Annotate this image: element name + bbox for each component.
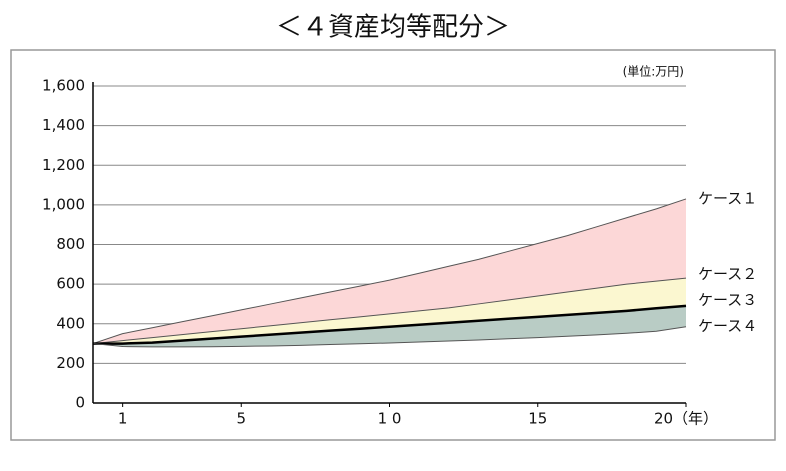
y-tick-label: 400 xyxy=(56,314,85,332)
band-fill xyxy=(93,278,686,344)
legend-label: ケース２ xyxy=(698,265,757,283)
band-fill xyxy=(93,198,686,344)
y-tick-label: 200 xyxy=(56,354,85,372)
series-line xyxy=(93,304,687,345)
y-tick-label: 1,200 xyxy=(42,156,85,174)
x-tick-label: 1 0 xyxy=(378,410,402,428)
x-tick-label: 20（年） xyxy=(654,410,718,428)
chart-frame xyxy=(10,49,776,441)
y-tick-label: 1,600 xyxy=(42,77,85,95)
series-line xyxy=(92,326,687,348)
legend-label: ケース３ xyxy=(698,291,757,309)
x-tick-label: 5 xyxy=(236,410,246,428)
x-tick-label: 1 xyxy=(118,410,128,428)
unit-label: (単位:万円) xyxy=(623,64,684,79)
legend-label: ケース１ xyxy=(698,189,757,207)
x-tick-label: 15 xyxy=(528,410,547,428)
legend-label: ケース４ xyxy=(698,317,757,335)
y-tick-label: 1,000 xyxy=(42,195,85,213)
y-tick-label: 1,400 xyxy=(42,116,85,134)
series-line xyxy=(92,277,687,345)
y-tick-label: 0 xyxy=(75,394,85,412)
chart-title: ＜４資産均等配分＞ xyxy=(276,13,510,43)
y-tick-label: 800 xyxy=(56,235,85,253)
y-tick-label: 600 xyxy=(56,275,85,293)
series-line xyxy=(92,198,687,345)
